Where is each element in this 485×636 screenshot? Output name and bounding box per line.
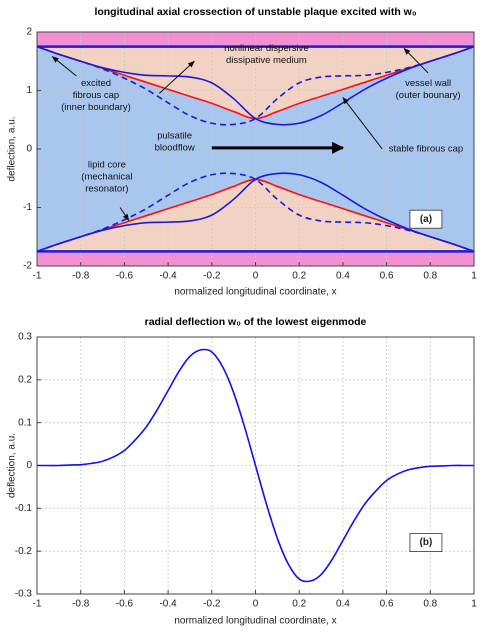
area bbox=[37, 32, 474, 119]
x-tick-label: 0.6 bbox=[380, 599, 394, 610]
area bbox=[37, 179, 474, 266]
plot-frame bbox=[36, 31, 475, 267]
annotation-arrow bbox=[159, 60, 195, 94]
panel-label-box bbox=[409, 209, 443, 229]
annotation: excited bbox=[81, 78, 111, 89]
x-tick-label: -0.6 bbox=[116, 271, 134, 282]
x-tick-label: 0.8 bbox=[423, 271, 437, 282]
annotation: lipid core bbox=[88, 159, 126, 170]
series-line bbox=[37, 348, 474, 583]
x-tick-label: -0.8 bbox=[72, 271, 90, 282]
x-tick-label: 0.2 bbox=[292, 599, 306, 610]
annotation: (inner boundary) bbox=[61, 102, 131, 113]
x-tick-label: -0.2 bbox=[203, 271, 221, 282]
chart-title: radial deflection w₀ of the lowest eigen… bbox=[145, 316, 367, 328]
y-tick-label: -1 bbox=[23, 202, 32, 213]
panel-label: (b) bbox=[420, 537, 433, 548]
chart-title: longitudinal axial crossection of unstab… bbox=[94, 6, 416, 18]
x-tick-label: 0.4 bbox=[336, 271, 350, 282]
x-tick-label: 0.6 bbox=[380, 271, 394, 282]
y-axis-label: deflection, a.u. bbox=[7, 116, 18, 181]
annotation-arrow bbox=[51, 56, 77, 77]
x-tick-label: 0 bbox=[253, 599, 259, 610]
annotation-arrow bbox=[403, 47, 429, 74]
annotation: (mechanical bbox=[81, 171, 132, 182]
x-tick-label: -1 bbox=[33, 599, 42, 610]
x-tick-label: 0.4 bbox=[336, 599, 350, 610]
series-line bbox=[36, 45, 475, 126]
x-tick-label: 1 bbox=[471, 271, 477, 282]
annotation: (outer bounary) bbox=[396, 90, 461, 101]
annotation: resonator) bbox=[85, 183, 128, 194]
annotation-arrow bbox=[119, 207, 130, 221]
y-tick-label: -0.3 bbox=[15, 589, 33, 600]
area bbox=[37, 251, 474, 266]
series-line bbox=[36, 172, 475, 253]
annotation: fibrous cap bbox=[73, 90, 119, 101]
y-tick-label: -2 bbox=[23, 261, 32, 272]
x-tick-label: -0.4 bbox=[159, 271, 177, 282]
y-tick-label: 0 bbox=[26, 460, 32, 471]
x-axis-label: normalized longitudinal coordinate, x bbox=[174, 287, 336, 298]
x-tick-label: -1 bbox=[33, 271, 42, 282]
area bbox=[37, 32, 474, 47]
annotation: vessel wall bbox=[405, 78, 451, 89]
y-tick-label: 0.2 bbox=[18, 374, 32, 385]
x-axis-label: normalized longitudinal coordinate, x bbox=[174, 616, 336, 627]
x-tick-label: -0.8 bbox=[72, 599, 90, 610]
x-tick-label: 0 bbox=[253, 271, 259, 282]
y-tick-label: -0.2 bbox=[15, 546, 33, 557]
annotation: nonlinear dispersive bbox=[224, 43, 309, 54]
y-tick-label: 0.1 bbox=[18, 417, 32, 428]
x-tick-label: -0.4 bbox=[159, 599, 177, 610]
annotation: bloodflow bbox=[155, 143, 195, 154]
y-tick-label: 0 bbox=[26, 144, 32, 155]
y-tick-label: -0.1 bbox=[15, 503, 33, 514]
x-tick-label: 0.8 bbox=[423, 599, 437, 610]
y-tick-label: 2 bbox=[26, 27, 32, 38]
annotation: pulsatile bbox=[157, 131, 192, 142]
annotation: dissipative medium bbox=[226, 55, 307, 66]
annotation-arrow bbox=[342, 96, 383, 150]
plot-frame bbox=[36, 336, 475, 595]
y-tick-label: 1 bbox=[26, 85, 32, 96]
x-tick-label: 0.2 bbox=[292, 271, 306, 282]
y-tick-label: 0.3 bbox=[18, 332, 32, 343]
x-tick-label: 1 bbox=[471, 599, 477, 610]
annotation: stable fibrous cap bbox=[389, 144, 463, 155]
x-tick-label: -0.2 bbox=[203, 599, 221, 610]
panel-label-box bbox=[409, 533, 443, 552]
y-axis-label: deflection, a.u. bbox=[7, 433, 18, 498]
x-tick-label: -0.6 bbox=[116, 599, 134, 610]
panel-label: (a) bbox=[420, 214, 432, 225]
